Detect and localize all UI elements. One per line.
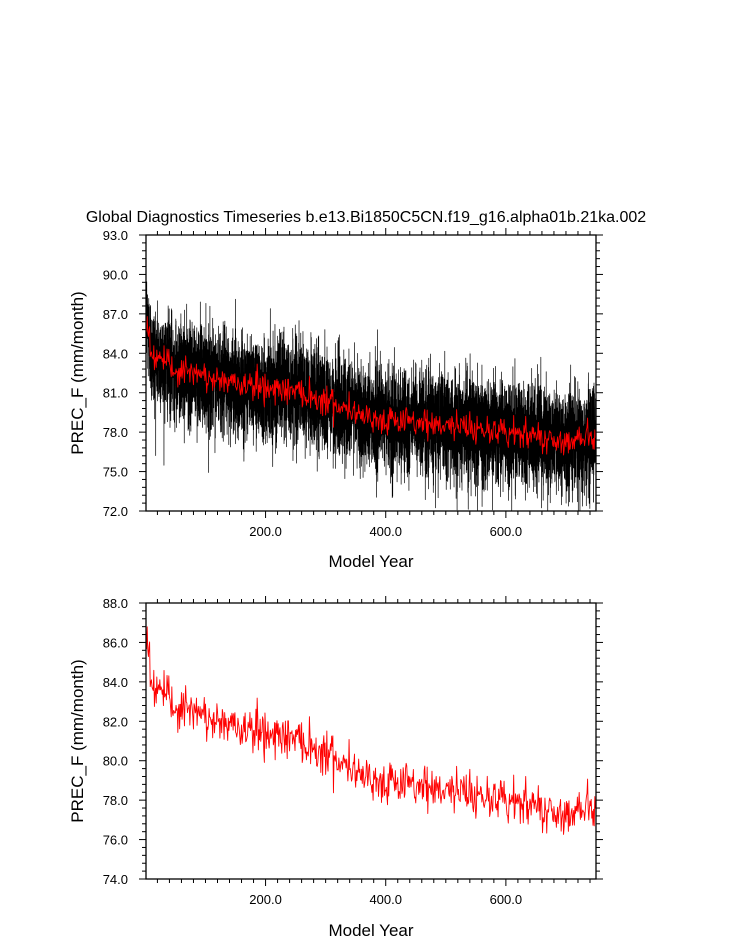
- x-tick-label: 400.0: [369, 892, 402, 907]
- y-tick-label: 86.0: [103, 635, 128, 650]
- y-tick-label: 90.0: [103, 267, 128, 282]
- figure-title: Global Diagnostics Timeseries b.e13.Bi18…: [86, 209, 646, 226]
- x-axis-title: Model Year: [328, 921, 413, 940]
- y-tick-label: 80.0: [103, 754, 128, 769]
- top-panel: 72.0 75.0 78.0 81.0 84.0 87.0 90.0 93.0 200.0 400…: [68, 228, 603, 571]
- y-tick-label: 74.0: [103, 872, 128, 887]
- y-tick-label: 84.0: [103, 675, 128, 690]
- x-tick-label: 200.0: [249, 524, 282, 539]
- x-tick-label: 400.0: [369, 524, 402, 539]
- plot-area: [146, 626, 596, 835]
- y-axis-title: PREC_F (mm/month): [68, 291, 87, 454]
- x-tick-label: 200.0: [249, 892, 282, 907]
- plot-frame: [145, 234, 597, 512]
- y-tick-label: 81.0: [103, 386, 128, 401]
- plot-frame: [145, 602, 597, 880]
- y-tick-label: 78.0: [103, 425, 128, 440]
- series-line-monthly: [146, 245, 596, 511]
- y-tick-label: 72.0: [103, 504, 128, 519]
- y-tick-label: 82.0: [103, 714, 128, 729]
- x-tick-label: 600.0: [490, 892, 523, 907]
- x-axis-title: Model Year: [328, 552, 413, 571]
- x-tick-label: 600.0: [490, 524, 523, 539]
- y-tick-label: 84.0: [103, 346, 128, 361]
- series-line-annual-mean: [146, 316, 596, 456]
- plot-area: [146, 245, 596, 511]
- series-line-annual-mean: [146, 626, 596, 835]
- y-tick-label: 75.0: [103, 465, 128, 480]
- y-axis-title: PREC_F (mm/month): [68, 659, 87, 822]
- y-tick-label: 93.0: [103, 228, 128, 243]
- y-tick-label: 88.0: [103, 596, 128, 611]
- y-tick-label: 78.0: [103, 793, 128, 808]
- y-tick-label: 76.0: [103, 833, 128, 848]
- y-tick-label: 87.0: [103, 307, 128, 322]
- bottom-panel: 74.0 76.0 78.0 80.0 82.0 84.0 86.0 88.0 200.0 400…: [68, 596, 603, 940]
